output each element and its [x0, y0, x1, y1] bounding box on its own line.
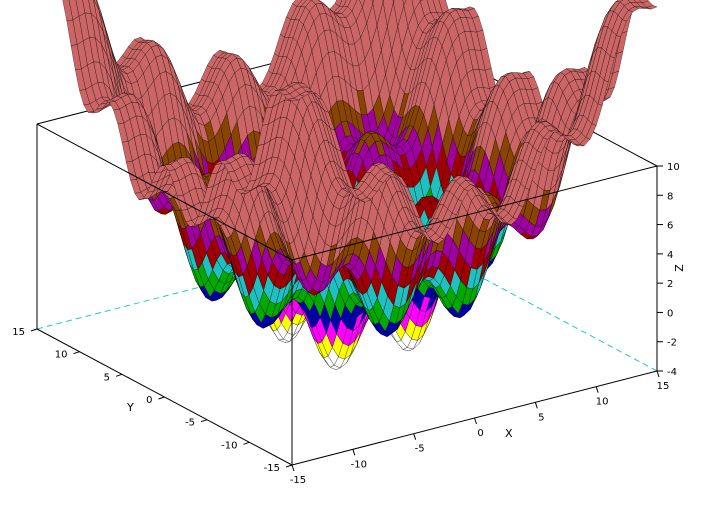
x-tick-label: -10 — [351, 459, 367, 470]
x-tick-mark — [534, 402, 538, 409]
x-tick-mark — [291, 464, 295, 472]
surface-mesh — [62, 0, 658, 370]
x-tick-label: 0 — [477, 428, 483, 439]
y-tick-label: 15 — [12, 327, 25, 338]
x-axis-label: X — [505, 427, 513, 440]
y-tick-mark — [285, 464, 293, 468]
z-tick-label: 2 — [667, 279, 673, 290]
y-tick-label: -5 — [185, 418, 195, 429]
surface-facet — [287, 98, 299, 102]
y-tick-mark — [115, 373, 123, 377]
y-axis-label: Y — [126, 401, 134, 414]
x-tick-label: -5 — [415, 444, 425, 455]
z-tick-label: 6 — [667, 221, 673, 232]
y-tick-mark — [30, 328, 38, 332]
z-tick-label: -2 — [667, 338, 677, 349]
top-front-edge-y — [36, 123, 293, 261]
surface-facet — [371, 0, 374, 4]
z-tick-label: 10 — [667, 162, 680, 173]
y-tick-label: -15 — [264, 463, 280, 474]
z-tick-label: -4 — [667, 367, 677, 378]
x-tick-mark — [413, 433, 417, 440]
x-tick-mark — [595, 386, 599, 393]
y-tick-mark — [158, 396, 165, 400]
y-tick-label: -10 — [221, 440, 237, 451]
z-axis-label: Z — [673, 264, 686, 272]
y-tick-label: 10 — [55, 350, 68, 361]
z-tick-label: 0 — [667, 308, 673, 319]
y-tick-label: 0 — [146, 395, 152, 406]
top-front-edge-x — [291, 165, 658, 261]
x-tick-mark — [352, 449, 356, 456]
y-tick-mark — [73, 351, 80, 355]
z-tick-label: 4 — [667, 250, 673, 261]
x-tick-label: 10 — [596, 397, 609, 408]
z-tick-label: 8 — [667, 191, 673, 202]
x-tick-label: 5 — [538, 412, 544, 423]
y-tick-mark — [200, 419, 208, 423]
x-tick-mark — [474, 417, 477, 425]
y-tick-mark — [243, 441, 250, 445]
x-tick-mark — [656, 370, 660, 378]
y-tick-label: 5 — [104, 372, 110, 383]
x-tick-label: 15 — [657, 381, 670, 392]
x-tick-label: -15 — [290, 475, 306, 486]
